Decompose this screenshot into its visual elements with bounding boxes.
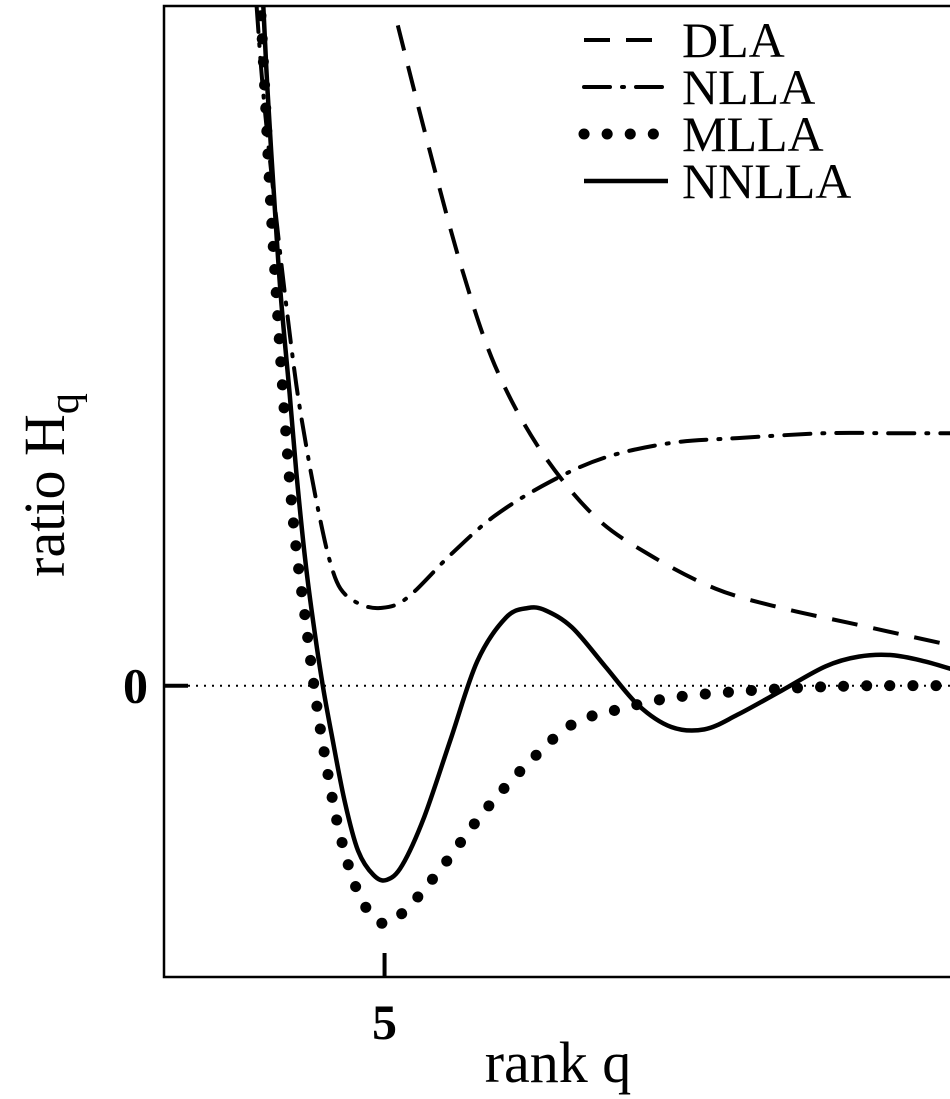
plot-frame <box>162 4 950 979</box>
y-axis-label-main: ratio H <box>12 414 77 577</box>
x-axis-label: rank q <box>485 1030 632 1095</box>
y-axis-label: ratio Hq <box>12 393 88 577</box>
series-line-mlla <box>255 10 950 930</box>
x-tick-label: 5 <box>372 994 397 1050</box>
series-line-nnlla <box>261 6 950 883</box>
series-line-nlla <box>254 6 950 611</box>
y-axis-label-subscript: q <box>42 393 88 414</box>
legend-label-nnlla: NNLLA <box>682 153 851 209</box>
series-line-dla <box>395 24 950 648</box>
y-tick-label: 0 <box>123 658 148 714</box>
legend-label-mlla: MLLA <box>682 106 824 162</box>
legend-label-nlla: NLLA <box>682 59 815 115</box>
legend-label-dla: DLA <box>682 12 785 68</box>
